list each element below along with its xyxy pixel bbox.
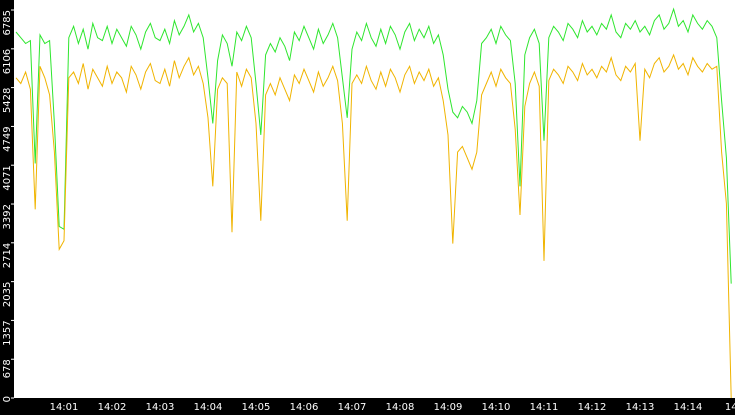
x-axis-strip (0, 398, 735, 415)
y-tick-label: 4749 (2, 126, 13, 151)
x-tick-label: 14:14 (674, 402, 703, 413)
y-tick-label: 4071 (2, 165, 13, 190)
y-tick-label: 0 (2, 396, 13, 402)
series-line (15, 53, 732, 399)
x-tick-label: 14:08 (386, 402, 415, 413)
y-tick-label: 6785 (2, 10, 13, 35)
series-line (15, 7, 732, 284)
x-tick-label: 14 (725, 402, 735, 413)
y-axis-strip (0, 0, 14, 415)
y-tick-label: 2035 (2, 282, 13, 307)
y-tick-label: 5428 (2, 88, 13, 113)
y-tick-label: 3392 (2, 204, 13, 229)
x-tick-label: 14:02 (98, 402, 127, 413)
x-tick-label: 14:11 (530, 402, 559, 413)
y-tick-label: 1357 (2, 320, 13, 345)
y-tick-label: 6106 (2, 49, 13, 74)
x-tick-label: 14:09 (434, 402, 463, 413)
y-tick-label: 2714 (2, 243, 13, 268)
x-tick-label: 14:04 (194, 402, 223, 413)
x-tick-label: 14:13 (626, 402, 655, 413)
x-tick-label: 14:06 (290, 402, 319, 413)
y-tick-label: 678 (2, 359, 13, 378)
x-tick-label: 14:12 (578, 402, 607, 413)
x-tick-label: 14:01 (50, 402, 79, 413)
x-tick-label: 14:10 (482, 402, 511, 413)
x-tick-label: 14:07 (338, 402, 367, 413)
x-tick-label: 14:03 (146, 402, 175, 413)
x-tick-label: 14:05 (242, 402, 271, 413)
